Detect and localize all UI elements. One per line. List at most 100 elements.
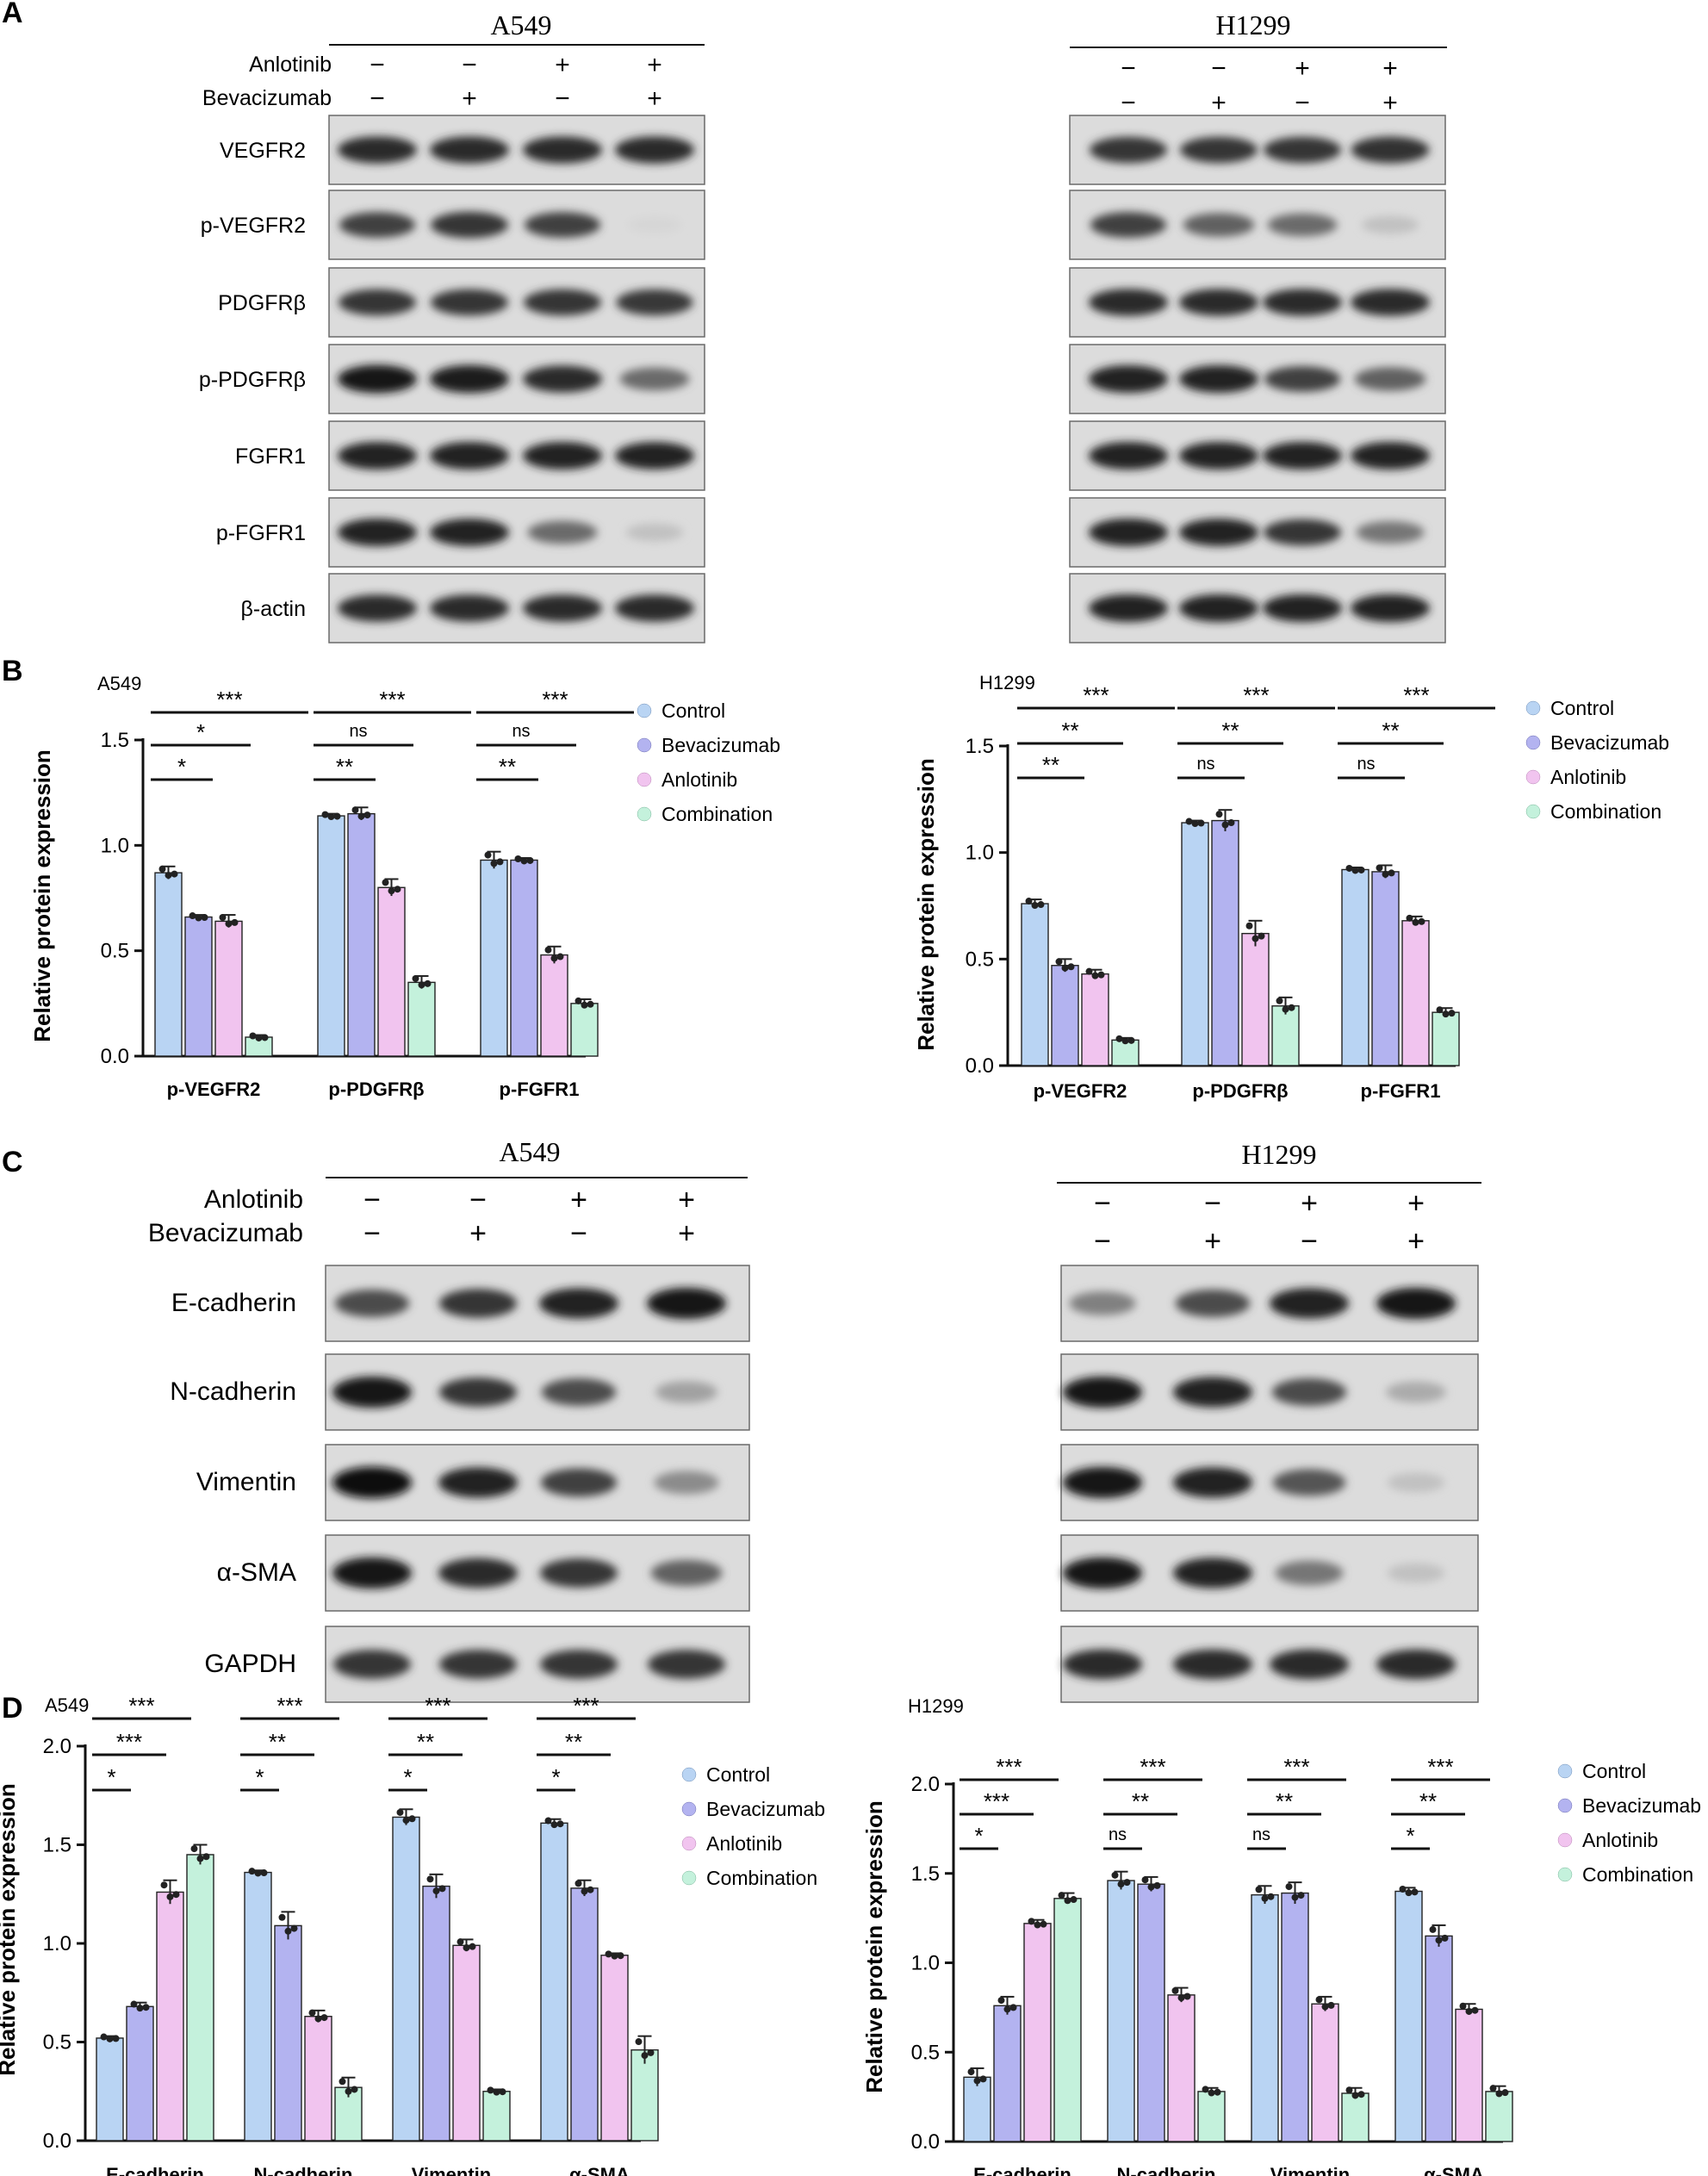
protein-label-pdgfr: PDGFRβ <box>218 291 306 315</box>
replicate-point <box>382 879 389 886</box>
replicate-point <box>587 1000 594 1008</box>
replicate-point <box>1255 1886 1263 1893</box>
legend-label-bevacizumab: Bevacizumab <box>1550 731 1669 754</box>
legend-swatch-control <box>637 703 652 718</box>
replicate-point <box>611 1952 618 1960</box>
replicate-point <box>550 1821 558 1829</box>
replicate-point <box>1117 1881 1125 1888</box>
replicate-point <box>617 1952 624 1960</box>
protein-band-lane-3 <box>523 365 602 393</box>
replicate-point <box>544 1817 552 1825</box>
replicate-point <box>1261 1894 1269 1902</box>
replicate-point <box>641 2052 649 2060</box>
bar-bevacizumab-n-cadherin <box>1137 1883 1165 2142</box>
replicate-point <box>997 1997 1005 2005</box>
replicate-point <box>219 914 227 922</box>
protein-label-fgfr1: FGFR1 <box>235 445 306 469</box>
protein-band-lane-3 <box>1272 1469 1346 1496</box>
protein-band-lane-1 <box>338 518 417 547</box>
replicate-point <box>1208 2089 1215 2097</box>
protein-band-lane-4 <box>1351 594 1430 623</box>
protein-band-lane-4 <box>615 136 694 164</box>
protein-band-lane-1 <box>1090 212 1167 238</box>
significance-label: ns <box>512 722 530 741</box>
replicate-point <box>165 872 172 880</box>
bar-anlotinib-p-fgfr1 <box>540 954 568 1057</box>
bevacizumab-sign-lane-3: − <box>1301 1225 1318 1258</box>
protein-band-lane-1 <box>1089 441 1168 470</box>
replicate-point <box>1345 2086 1353 2094</box>
protein-band-lane-4 <box>655 1381 717 1403</box>
protein-band-lane-3 <box>1275 1560 1344 1586</box>
replicate-point <box>484 851 492 859</box>
replicate-point <box>1448 1010 1456 1017</box>
protein-label-p-pdgfr: p-PDGFRβ <box>199 368 306 392</box>
significance-label: * <box>255 1764 264 1790</box>
replicate-point <box>402 1817 410 1825</box>
treatment-label-anlotinib: Anlotinib <box>204 1185 303 1214</box>
protein-band-lane-1 <box>338 289 417 316</box>
legend-label-anlotinib: Anlotinib <box>1550 766 1626 788</box>
replicate-point <box>333 812 341 820</box>
bar-bevacizumab-vimentin <box>1281 1892 1309 2142</box>
bevacizumab-sign-lane-3: − <box>555 84 570 113</box>
bar-bevacizumab-sma <box>1425 1935 1453 2142</box>
legend-swatch-combination <box>1525 804 1541 819</box>
bevacizumab-sign-lane-4: + <box>1382 89 1398 117</box>
replicate-point <box>320 2014 328 2022</box>
bar-control-p-pdgfr <box>317 815 345 1057</box>
replicate-point <box>171 870 178 878</box>
replicate-point <box>1345 864 1353 872</box>
replicate-point <box>1501 2089 1509 2097</box>
replicate-point <box>514 855 522 862</box>
y-tick-label: 0.0 <box>101 1045 129 1068</box>
bar-bevacizumab-e-cadherin <box>126 2005 154 2142</box>
replicate-point <box>418 981 425 989</box>
western-blot-a549-0: A549 Anlotinib − − + + Bevacizumab − + − + VEGFR2 p-… <box>199 9 705 643</box>
blot-strip-p-fgfr1 <box>328 497 705 568</box>
replicate-point <box>496 858 504 866</box>
replicate-point <box>426 1875 434 1883</box>
anlotinib-sign-lane-3: + <box>570 1184 587 1216</box>
legend-swatch-anlotinib <box>681 1836 697 1851</box>
protein-band-lane-1 <box>338 594 417 622</box>
anlotinib-sign-lane-1: − <box>370 51 385 79</box>
protein-band-lane-4 <box>615 594 694 622</box>
replicate-point <box>142 2004 150 2011</box>
replicate-point <box>1357 2091 1365 2098</box>
significance-label: ** <box>565 1729 582 1755</box>
significance-label: ** <box>1419 1788 1437 1814</box>
protein-label-gapdh: GAPDH <box>204 1650 296 1678</box>
y-tick-label: 0.0 <box>911 2130 940 2154</box>
bar-chart-b-a549: A549 0.0 0.5 1.0 1.5 Relative protein express… <box>29 673 780 1100</box>
replicate-point <box>190 1845 198 1853</box>
cell-line-title: A549 <box>490 9 551 40</box>
legend-swatch-control <box>1557 1763 1573 1779</box>
replicate-point <box>1111 1871 1119 1879</box>
category-label-p-fgfr1: p-FGFR1 <box>1361 1080 1441 1102</box>
protein-band-lane-3 <box>539 1288 618 1319</box>
bar-anlotinib-p-vegfr2 <box>214 920 243 1057</box>
protein-label-vimentin: Vimentin <box>196 1468 296 1496</box>
blot-strip-vimentin <box>325 1444 750 1521</box>
chart-cell-line-label: H1299 <box>979 672 1035 693</box>
anlotinib-sign-lane-1: − <box>1121 54 1136 83</box>
protein-band-lane-1 <box>1089 594 1168 623</box>
bar-control-n-cadherin <box>1107 1880 1135 2142</box>
bar-control-vimentin <box>392 1816 420 2142</box>
protein-band-lane-2 <box>1183 213 1255 237</box>
replicate-point <box>308 2009 316 2017</box>
category-label-n-cadherin: N-cadherin <box>1117 2164 1216 2176</box>
replicate-point <box>647 2049 655 2056</box>
blot-strip-p-fgfr1 <box>1069 497 1446 568</box>
bar-combination-e-cadherin <box>1053 1898 1082 2142</box>
y-tick-label: 1.0 <box>101 834 129 857</box>
replicate-point <box>1191 820 1199 828</box>
replicate-point <box>351 806 359 814</box>
replicate-point <box>575 997 582 1004</box>
protein-band-lane-4 <box>1361 215 1419 234</box>
protein-band-lane-1 <box>334 1290 410 1317</box>
significance-label: * <box>107 1764 115 1790</box>
replicate-point <box>556 953 564 961</box>
protein-band-lane-4 <box>1351 441 1430 470</box>
